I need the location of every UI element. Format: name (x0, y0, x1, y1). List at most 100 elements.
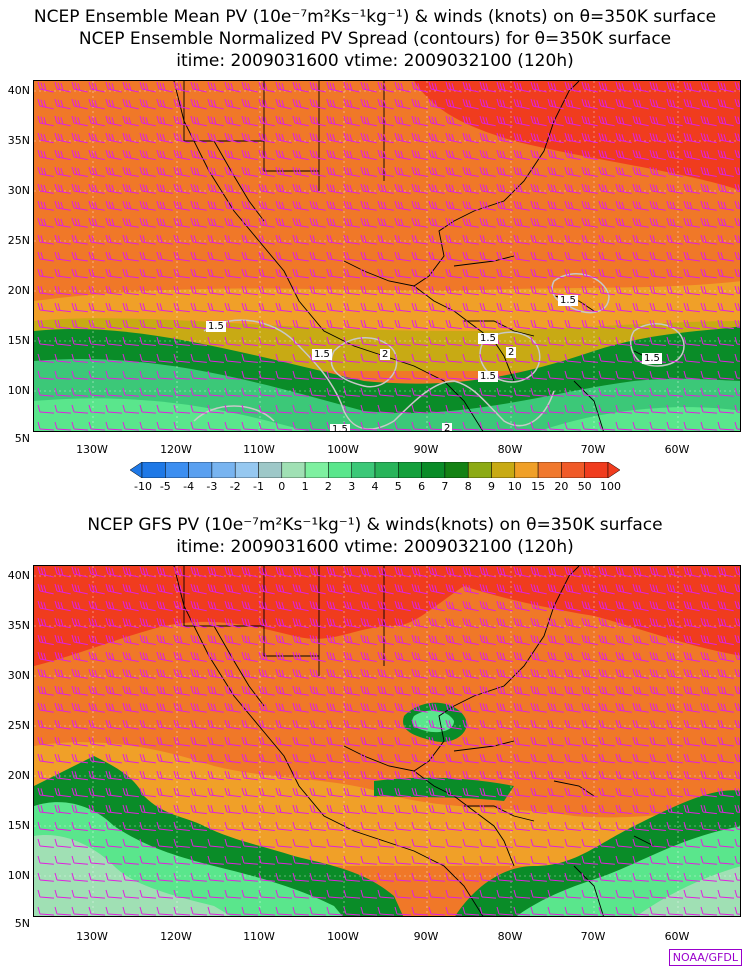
wind-barb (598, 566, 615, 578)
wind-barb (513, 183, 530, 194)
wind-barb (54, 115, 71, 127)
wind-barb (700, 387, 717, 397)
wind-barb (207, 821, 224, 831)
wind-barb (547, 821, 564, 831)
wind-barb (598, 98, 615, 110)
wind-barb (734, 617, 740, 627)
wind-barb (683, 268, 700, 279)
wind-barb (632, 753, 649, 764)
wind-barb (71, 149, 88, 161)
wind-barb (700, 319, 717, 330)
wind-barb (207, 217, 224, 228)
wind-barb (632, 719, 649, 730)
wind-barb (496, 200, 513, 211)
wind-barb (428, 566, 445, 578)
colorbar-swatch (258, 462, 283, 478)
wind-barb (37, 685, 54, 696)
wind-barb (377, 821, 394, 831)
wind-barb (292, 906, 310, 916)
wind-barb (309, 651, 326, 662)
wind-barb (734, 702, 740, 711)
wind-barb (666, 404, 684, 414)
wind-barb (309, 149, 326, 161)
wind-barb (581, 634, 598, 646)
wind-barb (173, 98, 190, 110)
wind-barb (122, 600, 139, 612)
wind-barb (207, 702, 224, 713)
colorbar-tick-label: 9 (488, 480, 495, 493)
wind-barb (496, 736, 513, 747)
wind-barb (513, 634, 530, 646)
wind-barb (122, 166, 139, 177)
wind-barb (615, 838, 632, 848)
wind-barb (479, 319, 496, 330)
wind-barb (615, 200, 632, 211)
wind-barb (156, 115, 173, 127)
wind-barb (479, 217, 496, 228)
wind-barb (224, 251, 241, 262)
wind-barb (632, 634, 649, 646)
wind-barb (343, 821, 360, 831)
wind-barb (37, 872, 54, 882)
wind-barb (717, 302, 734, 313)
wind-barb (683, 583, 700, 595)
wind-barb (666, 268, 683, 279)
wind-barb (445, 753, 462, 764)
wind-barb (513, 200, 530, 211)
wind-barb (190, 617, 207, 629)
wind-barb (428, 132, 445, 144)
wind-barb (547, 251, 564, 262)
wind-barb (173, 251, 190, 262)
wind-barb (479, 770, 496, 781)
wind-barb (411, 251, 428, 262)
wind-barb (598, 81, 615, 93)
wind-barb (326, 787, 343, 798)
wind-barb (105, 583, 122, 595)
wind-barb (496, 566, 513, 578)
wind-barb (326, 285, 343, 296)
wind-barb (496, 634, 513, 646)
wind-barb (700, 149, 717, 161)
wind-barb (88, 404, 106, 414)
wind-barb (139, 617, 156, 629)
wind-barb (71, 217, 88, 228)
wind-barb (496, 251, 513, 262)
wind-barb (462, 906, 480, 916)
wind-barb (649, 370, 666, 380)
wind-barb (54, 217, 71, 228)
wind-barb (275, 804, 292, 815)
wind-barb (564, 217, 581, 228)
panel2-title-line1: NCEP GFS PV (10e⁻⁷m²Ks⁻¹kg⁻¹) & winds(kn… (87, 515, 663, 535)
wind-barb (734, 753, 740, 762)
wind-barb (343, 872, 360, 882)
wind-barb (122, 336, 139, 346)
wind-barb (445, 600, 462, 612)
wind-barb (88, 685, 105, 696)
wind-barb (309, 132, 326, 144)
wind-barb (513, 770, 530, 781)
wind-barb (156, 268, 173, 279)
wind-barb (139, 736, 156, 747)
wind-barb (632, 872, 649, 882)
wind-barb (479, 702, 496, 713)
wind-barb (275, 302, 292, 313)
wind-barb (377, 566, 394, 578)
wind-barb (700, 566, 717, 578)
wind-barb (547, 200, 564, 211)
wind-barb (547, 234, 564, 245)
wind-barb (343, 889, 361, 899)
wind-barb (666, 217, 683, 228)
wind-barb (241, 353, 258, 363)
wind-barb (445, 132, 462, 144)
wind-barb (360, 387, 377, 397)
wind-barb (54, 166, 71, 177)
wind-barb (360, 787, 377, 798)
wind-barb (360, 617, 377, 629)
wind-barb (496, 285, 513, 296)
wind-barb (309, 81, 326, 93)
wind-barb (309, 583, 326, 595)
wind-barb (513, 872, 530, 882)
wind-barb (598, 132, 615, 144)
wind-barb (71, 319, 88, 330)
wind-barb (496, 217, 513, 228)
